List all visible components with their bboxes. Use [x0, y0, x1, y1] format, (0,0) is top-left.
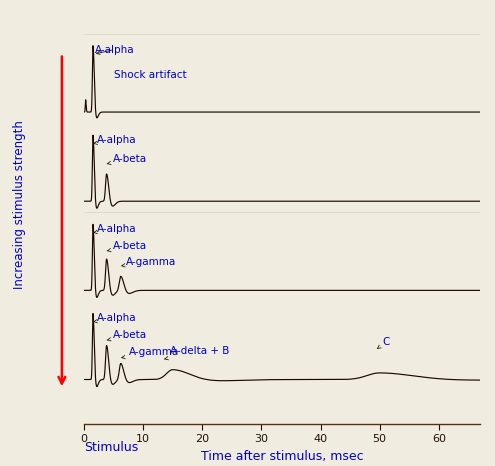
Text: A-gamma: A-gamma: [122, 347, 179, 359]
Text: A-gamma: A-gamma: [122, 257, 176, 267]
Text: Stimulus: Stimulus: [84, 441, 139, 454]
X-axis label: Time after stimulus, msec: Time after stimulus, msec: [201, 450, 363, 463]
Text: A-alpha: A-alpha: [95, 45, 135, 55]
Text: A-alpha: A-alpha: [94, 135, 137, 145]
Text: Shock artifact: Shock artifact: [114, 70, 186, 80]
Text: A-beta: A-beta: [107, 330, 147, 341]
Text: A-beta: A-beta: [107, 154, 147, 164]
Text: C: C: [377, 337, 390, 349]
Text: A-beta: A-beta: [107, 241, 147, 252]
Text: A-delta + B: A-delta + B: [164, 346, 229, 360]
Text: A-alpha: A-alpha: [94, 224, 137, 234]
Text: A-alpha: A-alpha: [94, 314, 137, 323]
Text: Increasing stimulus strength: Increasing stimulus strength: [13, 121, 26, 289]
